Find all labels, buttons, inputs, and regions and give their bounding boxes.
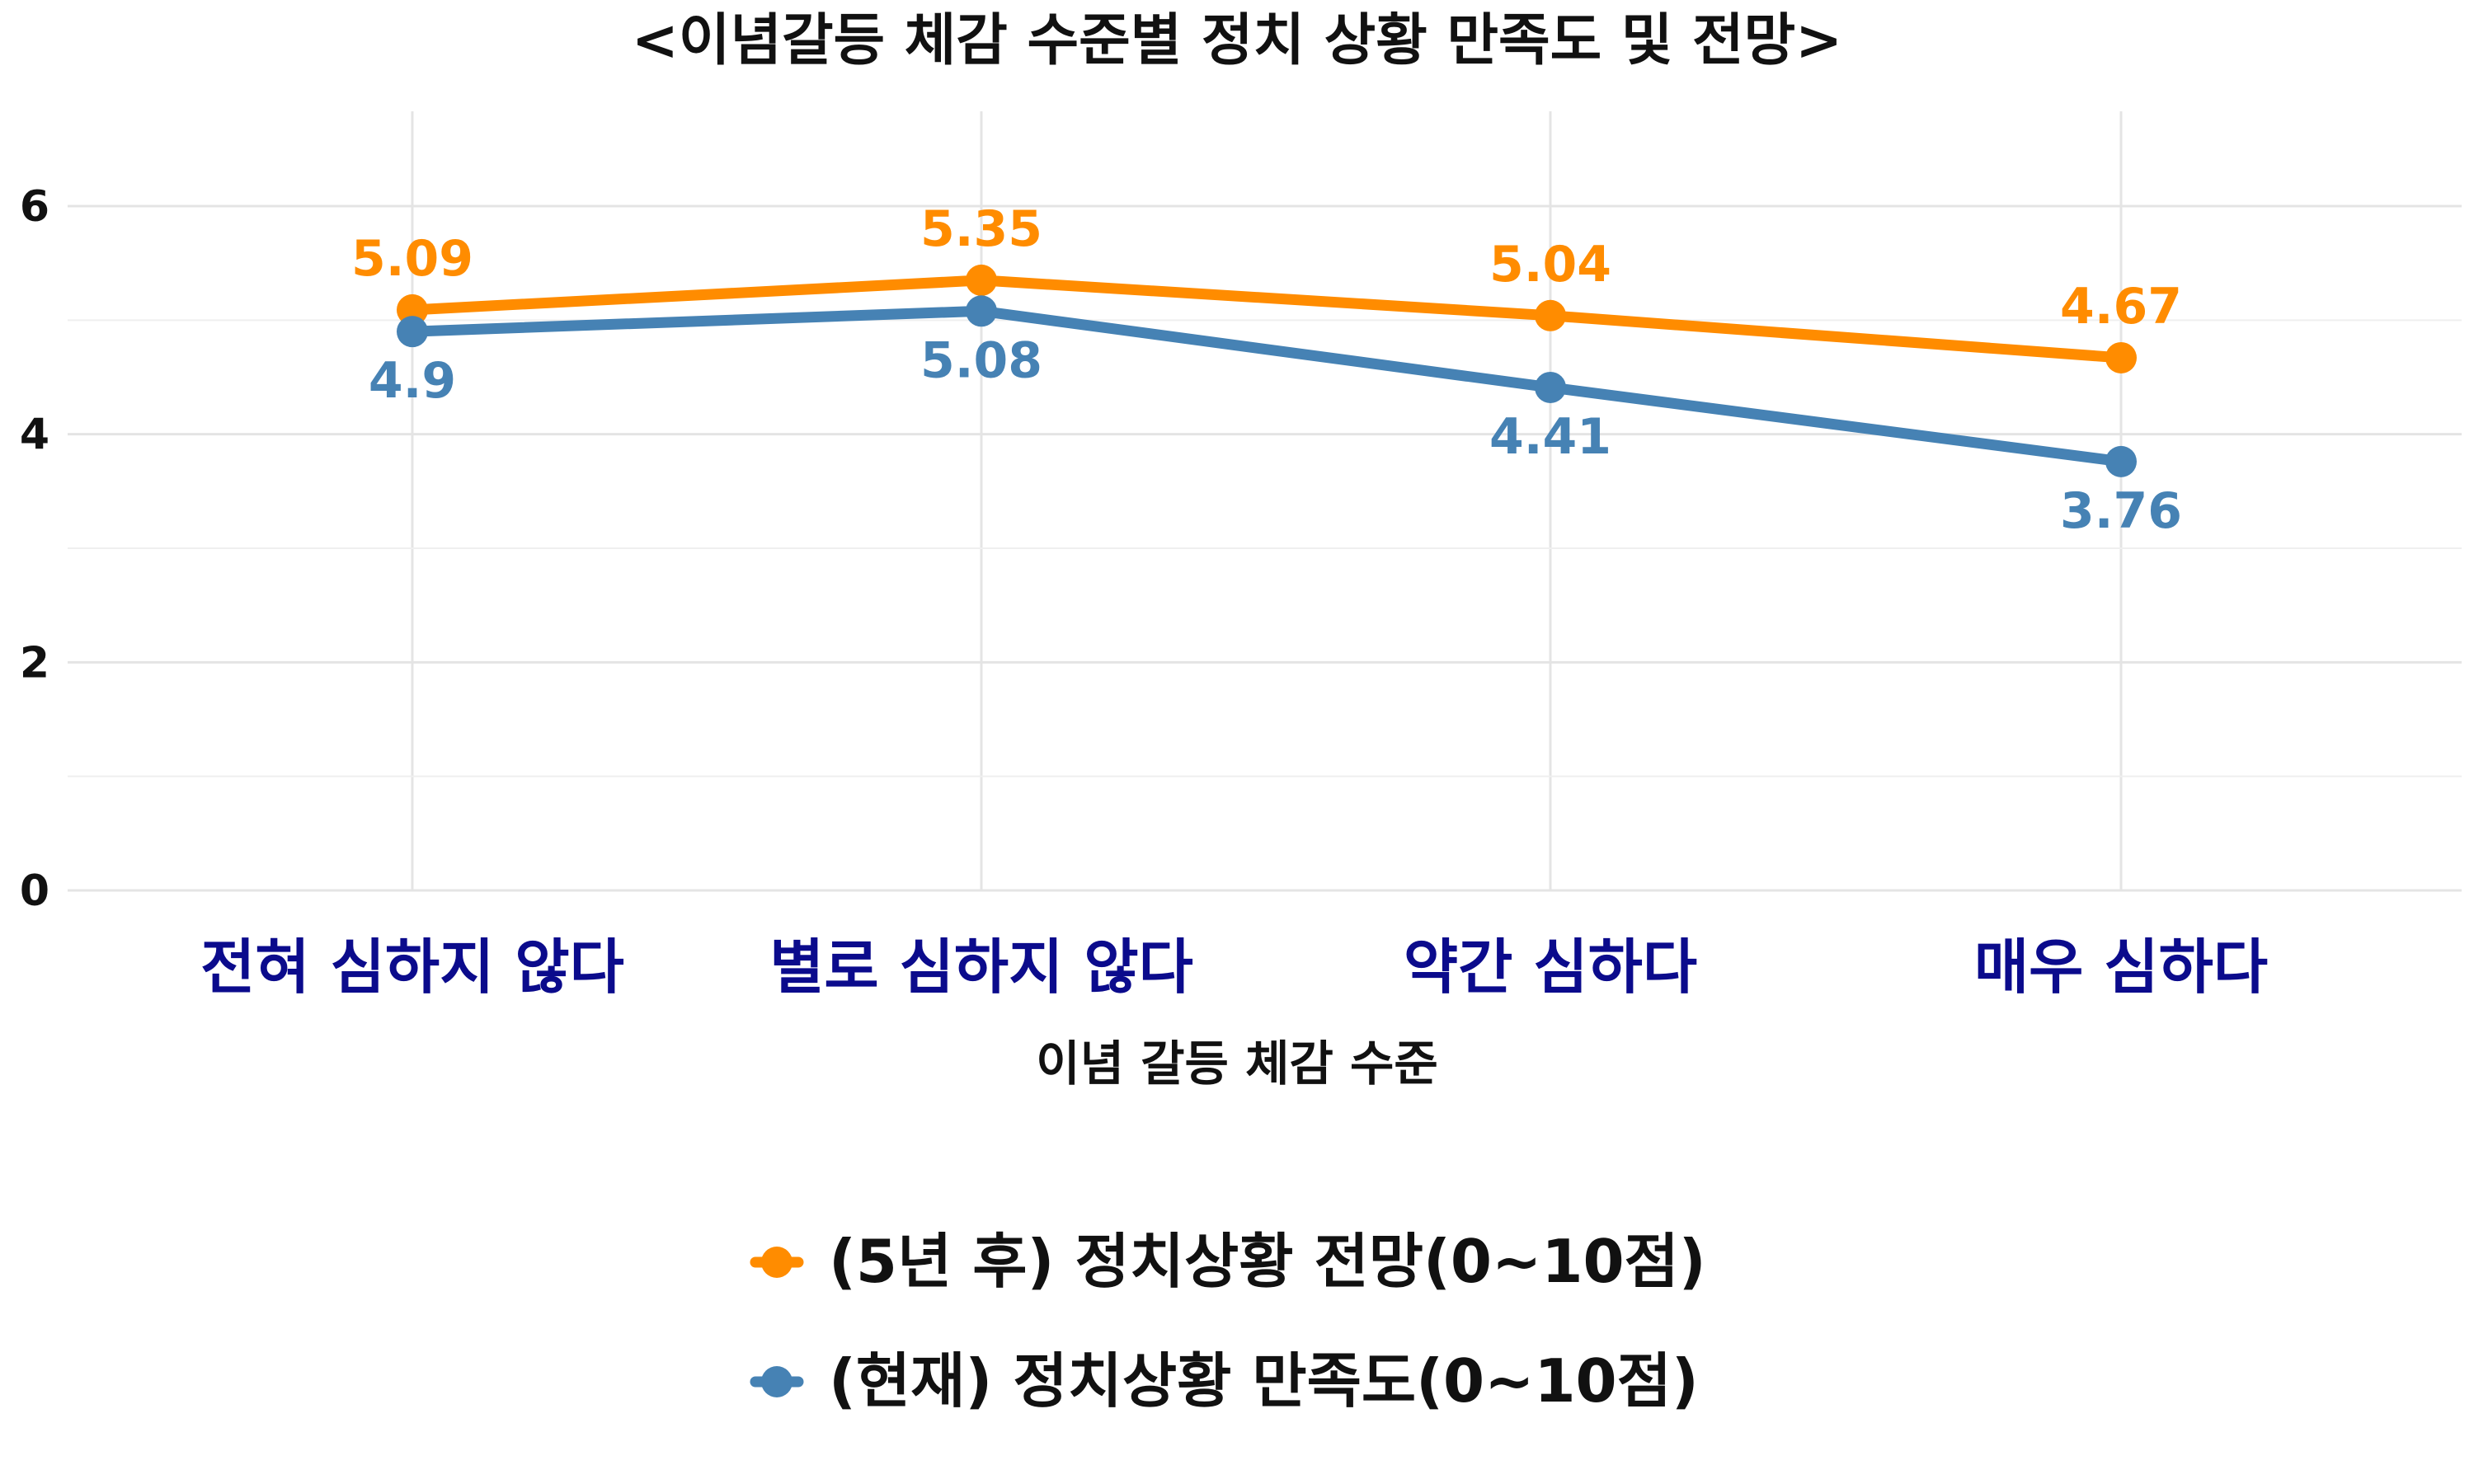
series-group: 5.09 5.35 5.04 4.67 4.9 5.08 4.41 3.76 (351, 200, 2182, 540)
series-satisfaction: 4.9 5.08 4.41 3.76 (369, 295, 2182, 540)
legend-label: (5년 후) 정치상황 전망(0~10점) (829, 1227, 1706, 1296)
data-label: 3.76 (2060, 482, 2182, 540)
data-label: 5.09 (351, 230, 473, 288)
data-point (2105, 445, 2137, 477)
legend-marker-key (761, 1366, 793, 1397)
grid (68, 111, 2462, 892)
data-label: 5.35 (920, 200, 1042, 258)
data-point (2105, 341, 2137, 373)
x-axis-ticks: 전혀 심하지 않다 별로 심하지 않다 약간 심하다 매우 심하다 (200, 932, 2268, 1002)
legend-label: (현재) 정치상황 만족도(0~10점) (829, 1346, 1699, 1416)
data-label: 4.41 (1489, 408, 1611, 466)
y-axis-ticks: 0 2 4 6 (20, 182, 49, 916)
x-tick-label: 별로 심하지 않다 (769, 932, 1193, 1002)
legend-item: (5년 후) 정치상황 전망(0~10점) (750, 1227, 1706, 1296)
data-point (966, 264, 997, 296)
legend-marker-key (761, 1247, 793, 1278)
data-label: 5.08 (920, 331, 1042, 389)
data-point (1535, 371, 1566, 403)
data-label: 4.67 (2060, 278, 2182, 336)
series-line (407, 275, 2127, 364)
x-axis-label: 이념 갈등 체감 수준 (1036, 1036, 1437, 1092)
data-label: 4.9 (369, 352, 456, 410)
y-tick-label: 0 (20, 866, 49, 916)
legend-item: (현재) 정치상황 만족도(0~10점) (750, 1346, 1699, 1416)
x-tick-label: 전혀 심하지 않다 (200, 932, 624, 1002)
data-point (1535, 299, 1566, 331)
legend: (5년 후) 정치상황 전망(0~10점) (현재) 정치상황 만족도(0~10점… (750, 1227, 1706, 1416)
series-line (407, 305, 2127, 467)
y-tick-label: 6 (20, 182, 49, 232)
data-point (966, 295, 997, 327)
chart-title: <이념갈등 체감 수준별 정치 상황 만족도 및 전망> (632, 8, 1842, 73)
x-tick-label: 매우 심하다 (1974, 932, 2268, 1002)
y-tick-label: 4 (20, 411, 49, 460)
y-tick-label: 2 (20, 638, 49, 688)
series-outlook: 5.09 5.35 5.04 4.67 (351, 200, 2182, 373)
data-label: 5.04 (1489, 236, 1611, 294)
data-point (397, 294, 428, 326)
data-point (397, 316, 428, 348)
x-tick-label: 약간 심하다 (1404, 932, 1697, 1002)
